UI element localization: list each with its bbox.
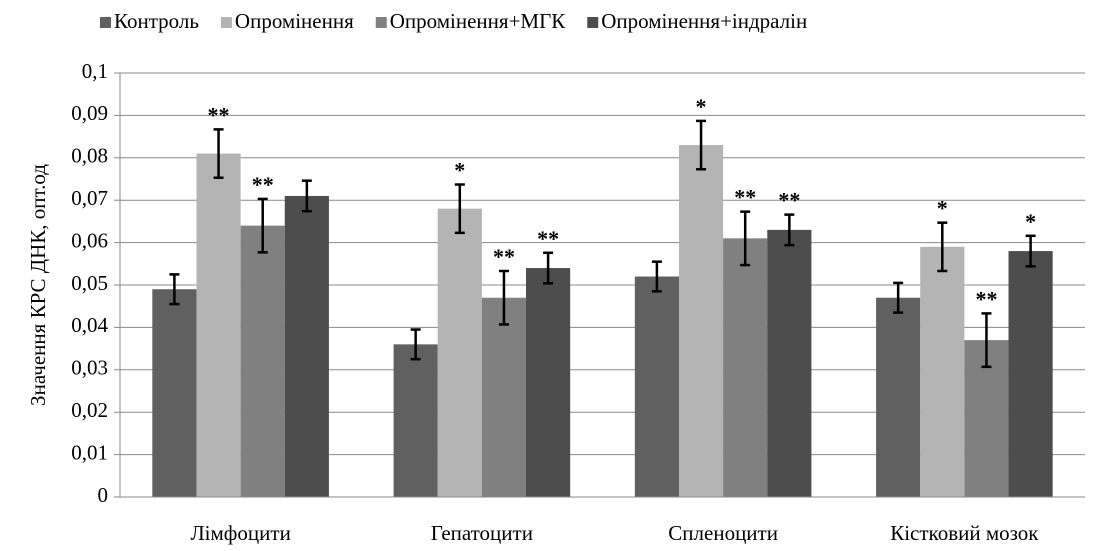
bar (876, 297, 921, 497)
bar (1008, 251, 1053, 497)
bar (634, 276, 679, 497)
legend-swatch (375, 17, 387, 28)
error-bar (213, 128, 224, 179)
significance-label: ** (975, 286, 997, 311)
bar (240, 225, 285, 497)
error-bar (454, 183, 465, 235)
y-tick-label: 0,07 (71, 186, 108, 210)
bar (526, 268, 571, 497)
y-tick-label: 0,04 (71, 313, 108, 337)
x-tick-label: Кістковий мозок (890, 521, 1039, 545)
y-tick-label: 0,09 (71, 101, 108, 125)
y-tick-label: 0,03 (71, 356, 108, 380)
error-bar (740, 210, 751, 267)
bar (481, 297, 527, 497)
y-tick-label: 0,05 (71, 271, 108, 295)
y-tick-label: 0,01 (71, 440, 108, 464)
bar (284, 195, 329, 497)
significance-label: ** (493, 244, 515, 269)
bar (723, 238, 768, 498)
x-tick-label: Лімфоцити (190, 521, 290, 545)
error-bar (169, 273, 180, 306)
legend-swatch (220, 17, 232, 28)
y-tick-label: 0,08 (71, 144, 108, 168)
error-bar (257, 197, 268, 254)
significance-label: ** (252, 172, 274, 197)
error-bar (696, 119, 707, 171)
error-bar (410, 328, 421, 361)
significance-label: ** (734, 185, 756, 210)
bar (196, 153, 241, 497)
bar (152, 289, 197, 497)
bar (767, 229, 812, 497)
y-axis-label: Значення КРС ДНК, опт.од (26, 164, 50, 406)
y-tick-label: 0,02 (71, 398, 108, 422)
error-bar (543, 251, 554, 285)
legend-label: Опромінення+МГК (390, 9, 566, 33)
x-tick-label: Гепатоцити (431, 521, 533, 545)
significance-label: * (937, 196, 948, 221)
error-bar (498, 269, 509, 326)
legend-swatch (100, 17, 111, 28)
error-bar (1025, 234, 1036, 268)
significance-label: ** (208, 102, 230, 127)
legend-label: Опромінення (235, 9, 354, 33)
error-bar (893, 281, 904, 314)
bar (393, 344, 438, 497)
legend-label: Опромінення+індралін (601, 9, 807, 33)
legend-label: Контроль (114, 9, 199, 33)
error-bar (784, 213, 795, 247)
error-bar (301, 179, 312, 213)
significance-label: ** (537, 226, 559, 251)
error-bar (981, 312, 992, 369)
y-tick-label: 0,1 (82, 59, 108, 83)
x-tick-label: Спленоцити (668, 521, 778, 545)
significance-label: * (1025, 209, 1036, 234)
bar (920, 246, 965, 497)
significance-label: * (454, 158, 465, 183)
bar (678, 145, 724, 497)
significance-label: * (696, 94, 707, 119)
error-bar (651, 260, 662, 293)
bar (437, 208, 482, 497)
y-tick-label: 0 (98, 483, 109, 507)
legend-swatch (587, 17, 599, 28)
error-bar (937, 221, 948, 273)
significance-label: ** (778, 188, 800, 213)
y-tick-label: 0,06 (71, 228, 108, 252)
